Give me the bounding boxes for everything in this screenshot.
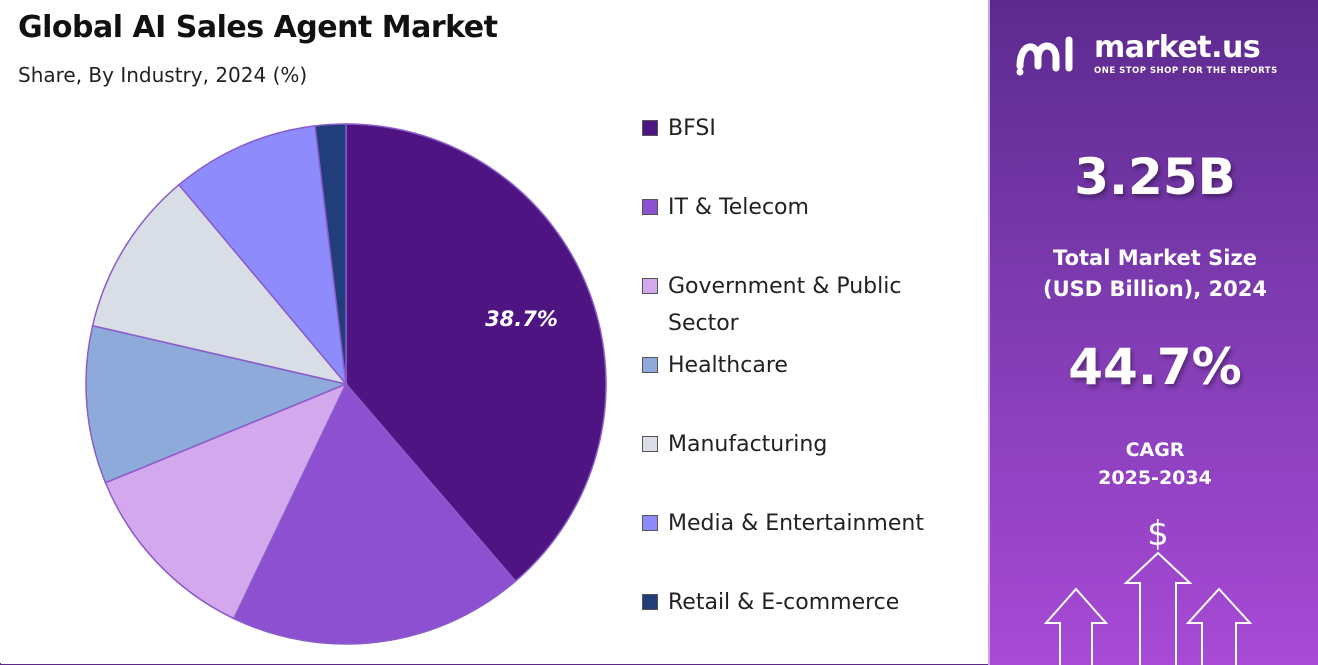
legend-swatch-manufacturing — [642, 436, 658, 452]
legend-label-retail: Retail & E-commerce — [668, 590, 900, 615]
legend-label-media: Media & Entertainment — [668, 511, 924, 536]
cagr-caption-line2: 2025-2034 — [1098, 467, 1212, 489]
legend-item-healthcare: Healthcare — [642, 347, 968, 384]
stats-panel: market.us ONE STOP SHOP FOR THE REPORTS … — [988, 0, 1318, 665]
legend-label-it-telecom: IT & Telecom — [668, 195, 809, 220]
market-us-logo-icon — [1016, 36, 1073, 76]
market-size-caption-line2: (USD Billion), 2024 — [1042, 277, 1268, 301]
market-size-caption-line1: Total Market Size — [1053, 246, 1257, 270]
legend-item-retail: Retail & E-commerce — [642, 584, 968, 621]
legend-item-it-telecom: IT & Telecom — [642, 189, 968, 226]
market-size-caption: Total Market Size (USD Billion), 2024 — [990, 243, 1318, 305]
legend-label-government: Government & Public Sector — [668, 274, 902, 336]
pie-slice-healthcare — [85, 324, 349, 484]
pie-slice-manufacturing — [91, 183, 349, 386]
pie-slice-government-public-sector — [104, 382, 348, 620]
pie-slice-media-entertainment — [177, 125, 348, 387]
legend-swatch-government — [642, 278, 658, 294]
legend-label-healthcare: Healthcare — [668, 353, 788, 378]
market-size-value: 3.25B — [1074, 148, 1236, 206]
chart-title: Global AI Sales Agent Market — [18, 10, 498, 45]
pie-slice-retail-e-commerce — [314, 123, 347, 385]
dollar-sign-icon: $ — [1147, 514, 1169, 554]
cagr-caption: CAGR 2025-2034 — [990, 436, 1318, 492]
legend-label-manufacturing: Manufacturing — [668, 432, 828, 457]
cagr-value: 44.7% — [1068, 338, 1242, 396]
legend-label-bfsi: BFSI — [668, 116, 716, 141]
legend-swatch-retail — [642, 594, 658, 610]
brand-tagline: ONE STOP SHOP FOR THE REPORTS — [1094, 66, 1278, 76]
legend-swatch-healthcare — [642, 357, 658, 373]
data-label-bfsi: 38.7% — [485, 307, 558, 331]
legend-swatch-bfsi — [642, 120, 658, 136]
market-us-logo: market.us ONE STOP SHOP FOR THE REPORTS — [1014, 28, 1314, 88]
legend-item-bfsi: BFSI — [642, 110, 968, 147]
legend-swatch-it-telecom — [642, 199, 658, 215]
legend-item-media: Media & Entertainment — [642, 505, 968, 542]
chart-panel: Global AI Sales Agent Market Share, By I… — [18, 10, 968, 645]
pie-chart: 38.7% — [85, 123, 607, 645]
pie-slice-it-telecom — [232, 382, 517, 645]
legend-item-manufacturing: Manufacturing — [642, 426, 968, 463]
chart-subtitle: Share, By Industry, 2024 (%) — [18, 63, 308, 87]
pie-slice-bfsi — [345, 123, 607, 583]
brand-name: market.us — [1094, 30, 1261, 65]
legend-swatch-media — [642, 515, 658, 531]
legend-item-government: Government & Public Sector — [642, 268, 948, 342]
cagr-caption-line1: CAGR — [1125, 439, 1185, 461]
growth-arrows-icon: $ — [1043, 514, 1253, 665]
